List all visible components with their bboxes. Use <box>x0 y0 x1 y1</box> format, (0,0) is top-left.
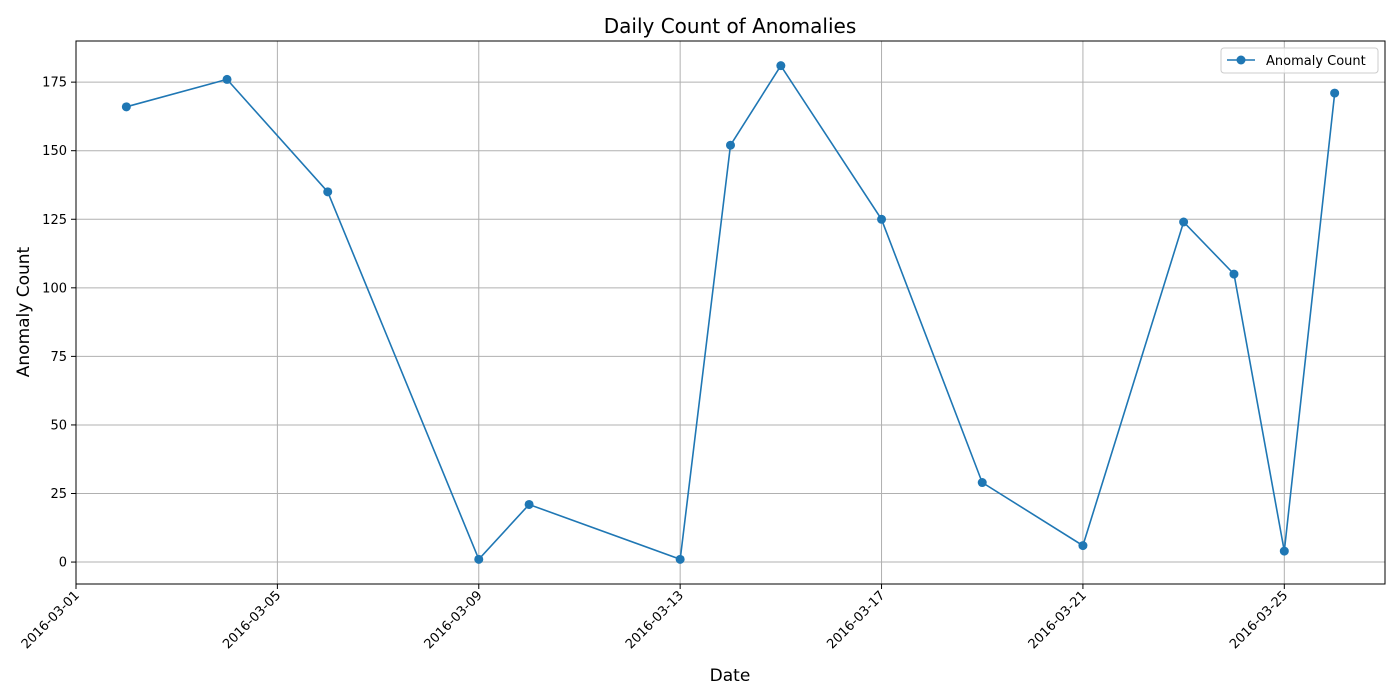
x-tick-label: 2016-03-13 <box>623 588 687 652</box>
x-tick-label: 2016-03-01 <box>19 588 83 652</box>
data-point <box>776 61 786 71</box>
data-point <box>726 140 735 150</box>
x-tick-label: 2016-03-25 <box>1227 588 1291 652</box>
legend-box <box>1220 47 1379 74</box>
x-tick-label: 2016-03-17 <box>824 588 888 652</box>
data-point <box>524 499 534 509</box>
chart-title: Daily Count of Anomalies <box>604 14 857 38</box>
data-point <box>121 102 131 112</box>
x-tick-label: 2016-03-09 <box>422 588 486 652</box>
legend-entry-anomaly-count: Anomaly Count <box>1266 54 1366 69</box>
data-point <box>877 214 887 224</box>
y-axis-label: Anomaly Count <box>14 246 34 377</box>
data-point <box>474 554 484 564</box>
legend-marker <box>1236 55 1246 65</box>
data-point <box>1229 269 1239 279</box>
x-tick-label: 2016-03-21 <box>1026 588 1090 652</box>
data-point <box>1179 217 1189 227</box>
plot-frame <box>75 40 1386 585</box>
series-line <box>126 64 1336 561</box>
x-tick-label: 2016-03-05 <box>220 588 284 652</box>
y-tick-label: 0 <box>59 556 67 571</box>
y-tick-label: 100 <box>42 281 67 296</box>
data-point <box>1078 541 1088 551</box>
x-axis-ticks: 2016-03-01 2016-03-05 2016-03-09 2016-03-13… <box>19 584 1291 652</box>
x-axis-label: Date <box>710 666 751 686</box>
data-point <box>675 554 685 564</box>
series-layer <box>121 61 1340 564</box>
grid-lines <box>75 41 1385 584</box>
data-point <box>1330 88 1340 98</box>
data-point <box>977 478 987 488</box>
y-tick-label: 125 <box>42 213 67 228</box>
data-point <box>323 187 333 197</box>
y-tick-label: 75 <box>50 350 67 365</box>
y-axis-ticks: 0 25 50 75 100 125 150 175 <box>42 76 76 571</box>
data-point <box>222 74 232 84</box>
y-tick-label: 175 <box>42 76 67 91</box>
y-tick-label: 50 <box>50 418 67 433</box>
data-point <box>1279 546 1289 556</box>
y-tick-label: 25 <box>50 487 67 502</box>
y-tick-label: 150 <box>42 144 67 159</box>
legend: Anomaly Count <box>1220 47 1379 74</box>
